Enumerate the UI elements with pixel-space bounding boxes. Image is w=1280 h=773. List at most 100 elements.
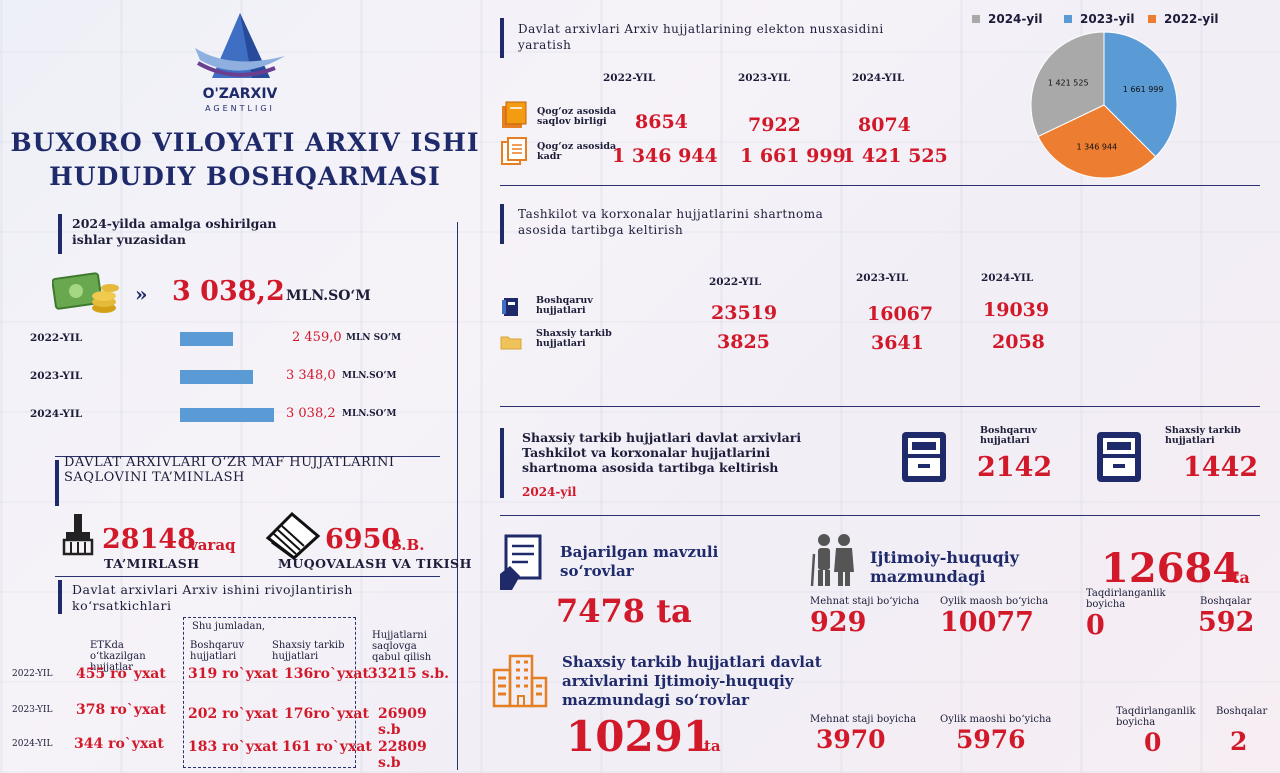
social-value: 12684 xyxy=(1101,545,1241,592)
maf-top-rule xyxy=(55,456,440,457)
breakdown-value: 5976 xyxy=(956,725,1026,754)
dev-row-year: 2022-YIL xyxy=(12,669,53,679)
finance-row-value: 2 459,0 xyxy=(292,330,342,345)
finance-row-value: 3 038,2 xyxy=(286,406,336,421)
contract-value: 3641 xyxy=(871,332,924,354)
logo-name: O'ZARXIV xyxy=(202,86,278,102)
contract-year: 2024-YIL xyxy=(981,272,1034,284)
finance-row-year: 2023-YIL xyxy=(30,370,83,382)
dev-row-etk: 378 ro`yxat xyxy=(76,702,166,718)
finance-row: 2024-YIL 3 038,2 MLN.SO’M xyxy=(30,402,450,430)
dev-heading-marker xyxy=(58,580,62,614)
repair-label: TA’MIRLASH xyxy=(104,556,200,571)
contract-value: 16067 xyxy=(867,303,934,325)
dev-top-rule xyxy=(55,576,440,577)
list-item: Oylik maoshi bo‘yicha 5976 xyxy=(940,714,1051,754)
list-item: Taqdirlanganlik boyicha 0 xyxy=(1116,706,1196,757)
breakdown-value: 3970 xyxy=(816,725,886,754)
breakdown-label: Taqdirlanganlik boyicha xyxy=(1086,588,1166,610)
dev-row-mgmt: 319 ro`yxat xyxy=(188,666,278,682)
money-icon xyxy=(51,272,122,316)
contract-row-label: Boshqaruv hujjatlari xyxy=(536,295,593,317)
breakdown-label: Taqdirlanganlik boyicha xyxy=(1116,706,1196,728)
survey-icon xyxy=(498,532,546,598)
list-item: Taqdirlanganlik boyicha 0 xyxy=(1086,588,1166,641)
title-line-1: BUXORO VILOYATI ARXIV ISHI xyxy=(10,128,480,157)
contract-year: 2023-YIL xyxy=(856,272,909,284)
legend-label: 2023-yil xyxy=(1080,12,1135,26)
finance-bar xyxy=(180,408,274,422)
dev-row-accept: 26909 s.b xyxy=(378,706,427,738)
pie-legend: 2024-yil 2023-yil 2022-yil xyxy=(958,12,1258,28)
personnel-heading-marker xyxy=(500,428,504,498)
table-row: 2023-YIL 378 ro`yxat 202 ro`yxat 176ro`y… xyxy=(10,700,450,738)
pie-data-label: 1 661 999 xyxy=(1123,85,1164,94)
breakdown-label: Boshqalar xyxy=(1216,706,1268,717)
center-divider xyxy=(457,222,458,770)
contract-value: 19039 xyxy=(983,299,1050,321)
pie-chart: 1 661 999 1 346 944 1 421 525 xyxy=(1030,31,1178,179)
social-breakdown: Mehnat staji bo‘yicha 929 Oylik maosh bo… xyxy=(810,588,1270,643)
finance-row-year: 2022-YIL xyxy=(30,332,83,344)
personnel-mgmt-label: Boshqaruv hujjatlari xyxy=(980,425,1037,447)
contract-bottom-rule xyxy=(500,406,1260,407)
breakdown-value: 592 xyxy=(1198,607,1255,638)
contract-heading-marker xyxy=(500,204,504,244)
personnel-heading: Shaxsiy tarkib hujjatlari davlat arxivla… xyxy=(522,430,802,475)
digital-row-label: Qog‘oz asosida kadr xyxy=(537,141,617,163)
binding-label: MUQOVALASH VA TIKISH xyxy=(278,556,472,571)
repair-unit: varaq xyxy=(189,536,236,554)
dev-row-accept: 33215 s.b. xyxy=(368,666,449,682)
personnel-bottom-rule xyxy=(500,515,1260,516)
personnel-queries-unit: ta xyxy=(704,737,721,755)
maf-heading: DAVLAT ARXIVLARI O‘ZR MAF HUJJATLARINI S… xyxy=(64,455,395,485)
building-icon xyxy=(490,648,550,712)
list-item: Mehnat staji bo‘yicha 929 xyxy=(810,596,919,638)
breakdown-value: 929 xyxy=(810,607,867,638)
title-line-2: HUDUDIY BOSHQARMASI xyxy=(49,162,441,191)
finance-rows: 2022-YIL 2 459,0 MLN SO’M 2023-YIL 3 348… xyxy=(30,326,450,446)
table-row: 2022-YIL 455 ro`yxat 319 ro`yxat 136ro`y… xyxy=(10,664,450,688)
contract-value: 3825 xyxy=(717,331,770,353)
binder-icon xyxy=(500,296,520,322)
documents-icon xyxy=(500,136,528,170)
logo-icon xyxy=(195,13,285,78)
dev-including-box xyxy=(183,617,356,768)
digital-value: 7922 xyxy=(748,114,801,136)
digital-year-2022: 2022-YIL xyxy=(603,72,656,84)
breakdown-label: Boshqalar xyxy=(1200,596,1252,607)
dev-including-label: Shu jumladan, xyxy=(192,621,266,632)
finance-row-value: 3 348,0 xyxy=(286,368,336,383)
digital-bottom-rule xyxy=(500,185,1260,186)
finance-row-unit: MLN.SO’M xyxy=(342,371,397,381)
book-icon xyxy=(262,508,322,564)
finance-row: 2022-YIL 2 459,0 MLN SO’M xyxy=(30,326,450,354)
digital-value: 1 421 525 xyxy=(842,145,948,167)
personnel-mgmt-value: 2142 xyxy=(977,452,1053,483)
dev-row-accept: 22809 s.b xyxy=(378,739,427,771)
finance-bar xyxy=(180,332,233,346)
digital-year-2023: 2023-YIL xyxy=(738,72,791,84)
social-unit: ta xyxy=(1232,568,1250,587)
list-item: Boshqalar 592 xyxy=(1198,596,1254,638)
digital-value: 1 661 999 xyxy=(740,145,846,167)
contract-year: 2022-YIL xyxy=(709,276,762,288)
dev-row-year: 2024-YIL xyxy=(12,739,53,749)
finance-heading: 2024-yilda amalga oshirilgan ishlar yuza… xyxy=(72,216,277,247)
thematic-value: 7478 ta xyxy=(556,592,692,630)
personnel-queries-label: Shaxsiy tarkib hujjatlari davlat arxivla… xyxy=(562,653,822,709)
finance-row-year: 2024-YIL xyxy=(30,408,83,420)
finance-bar xyxy=(180,370,253,384)
dev-table: 2022-YIL 455 ro`yxat 319 ro`yxat 136ro`y… xyxy=(10,664,450,771)
arrow-icon: » xyxy=(135,282,148,306)
legend-swatch xyxy=(1148,15,1156,23)
dev-col-personal: Shaxsiy tarkib hujjatlari xyxy=(272,640,345,662)
brush-icon xyxy=(60,512,96,560)
legend-label: 2024-yil xyxy=(988,12,1043,26)
breakdown-value: 0 xyxy=(1144,728,1162,757)
list-item: Oylik maosh bo‘yicha 10077 xyxy=(940,596,1048,638)
personnel-breakdown: Mehnat staji boyicha 3970 Oylik maoshi b… xyxy=(810,704,1270,764)
contract-row-label: Shaxsiy tarkib hujjatlari xyxy=(536,328,612,350)
maf-heading-marker xyxy=(55,460,59,506)
folder-icon xyxy=(500,334,522,354)
